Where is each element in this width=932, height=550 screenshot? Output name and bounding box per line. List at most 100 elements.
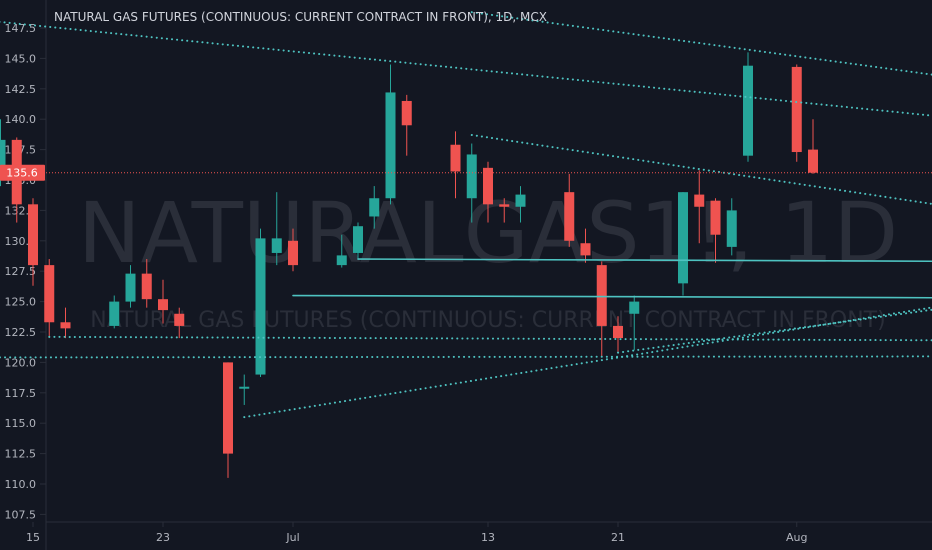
candle-body	[710, 200, 721, 235]
candle-up	[255, 228, 266, 377]
candle-body	[369, 198, 380, 217]
candle-up	[726, 198, 737, 256]
x-tick-label: 21	[611, 531, 625, 544]
candle-body	[125, 273, 136, 302]
y-tick-label: 117.5	[5, 387, 37, 400]
candle-up	[369, 186, 380, 229]
current-price-box	[0, 164, 45, 181]
candle-down	[44, 259, 55, 339]
candle-down	[483, 161, 493, 223]
trendline-dotted	[243, 306, 932, 419]
candle-up	[353, 222, 363, 260]
x-tick-label: 13	[481, 531, 495, 544]
candle-down	[791, 64, 802, 162]
x-axis: 1523Jul1321Aug17	[26, 522, 807, 544]
candle-body	[580, 243, 591, 256]
candle-body	[808, 149, 818, 173]
candle-down	[580, 228, 591, 263]
candle-body	[353, 226, 363, 253]
trendline-dotted	[48, 335, 932, 342]
candle-down	[596, 261, 607, 357]
candle-down	[60, 307, 71, 339]
trendline-solid	[292, 294, 932, 299]
chart-title: NATURAL GAS FUTURES (CONTINUOUS: CURRENT…	[54, 10, 547, 24]
candle-body	[336, 255, 347, 266]
x-tick-label: Jul	[285, 531, 299, 544]
candle-body	[483, 167, 493, 205]
candle-body	[499, 204, 510, 207]
candle-body	[44, 265, 55, 323]
candle-down	[694, 170, 705, 244]
candle-body	[726, 210, 737, 247]
candle-up	[385, 64, 396, 205]
watermark-description: NATURAL GAS FUTURES (CONTINUOUS: CURRENT…	[90, 308, 885, 333]
trendlines	[0, 11, 932, 419]
trendline-dotted	[0, 355, 932, 359]
candle-down	[499, 198, 510, 223]
candle-body	[0, 139, 6, 171]
candle-body	[158, 299, 168, 311]
candle-body	[629, 301, 640, 314]
trendline-dotted	[470, 11, 932, 76]
y-tick-label: 107.5	[5, 508, 37, 521]
x-tick-label: 23	[156, 531, 170, 544]
y-tick-label: 110.0	[5, 478, 37, 491]
candle-down	[710, 198, 721, 263]
candle-up	[239, 374, 250, 405]
candle-down	[223, 362, 233, 478]
candle-down	[28, 198, 38, 286]
current-price-marker: 135.6	[0, 164, 932, 181]
y-tick-label: 115.0	[5, 417, 37, 430]
candle-up	[125, 265, 136, 308]
candle-body	[450, 144, 461, 172]
candle-body	[678, 192, 688, 284]
x-tick-label: Aug	[786, 531, 807, 544]
candles	[0, 52, 818, 478]
candle-body	[28, 204, 38, 266]
candle-down	[174, 307, 185, 339]
candle-body	[271, 238, 282, 253]
candle-down	[613, 316, 623, 353]
candle-up	[109, 295, 120, 329]
candle-body	[109, 301, 120, 326]
candle-body	[141, 273, 152, 300]
y-tick-label: 147.5	[5, 22, 37, 35]
candle-body	[743, 65, 753, 156]
candle-up	[466, 143, 477, 223]
candle-down	[141, 259, 152, 308]
current-price-label: 135.6	[6, 167, 38, 180]
candle-up	[629, 295, 640, 351]
trendline-solid	[357, 258, 932, 263]
candle-down	[288, 228, 298, 272]
candle-up	[271, 192, 282, 266]
candle-down	[158, 279, 168, 324]
candle-up	[515, 186, 526, 223]
x-tick-label: 15	[26, 531, 40, 544]
candle-down	[401, 94, 412, 156]
y-tick-label: 125.0	[5, 296, 37, 309]
y-tick-label: 127.5	[5, 265, 37, 278]
candle-body	[466, 154, 477, 199]
candle-body	[791, 66, 802, 153]
candle-body	[613, 325, 623, 339]
trendline-dotted	[617, 308, 932, 354]
y-tick-label: 140.0	[5, 113, 37, 126]
candle-body	[239, 386, 250, 389]
candle-body	[385, 92, 396, 199]
candle-body	[694, 194, 705, 207]
y-tick-label: 122.5	[5, 326, 37, 339]
y-tick-label: 145.0	[5, 52, 37, 65]
candle-down	[808, 119, 818, 174]
y-tick-label: 120.0	[5, 356, 37, 369]
y-tick-label: 112.5	[5, 448, 37, 461]
candle-up	[336, 234, 347, 268]
candle-body	[255, 238, 266, 375]
candle-down	[564, 173, 575, 247]
candle-up	[743, 52, 753, 162]
y-tick-label: 142.5	[5, 83, 37, 96]
candle-body	[564, 192, 575, 241]
candle-body	[223, 362, 233, 454]
